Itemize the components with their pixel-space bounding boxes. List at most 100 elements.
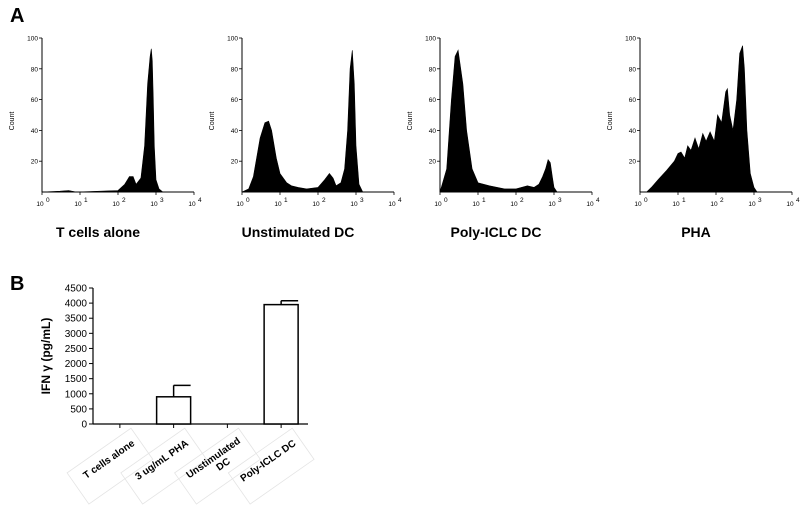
x-tick-exponent: 2 bbox=[720, 197, 724, 204]
x-tick-exponent: 1 bbox=[84, 197, 88, 204]
category-label-group: Poly-ICLC DC bbox=[227, 427, 315, 505]
category-label-group: T cells alone bbox=[66, 427, 154, 505]
y-tick-label: 20 bbox=[629, 159, 637, 166]
x-tick-exponent: 1 bbox=[284, 197, 288, 204]
x-tick-label: 10 bbox=[236, 201, 244, 208]
x-tick-exponent: 3 bbox=[558, 197, 562, 204]
y-tick-label: 40 bbox=[429, 128, 437, 135]
y-axis-label: Count bbox=[607, 112, 614, 131]
histogram-fill bbox=[645, 45, 758, 193]
histogram-2: 20406080100100101102103104CountUnstimula… bbox=[209, 36, 402, 241]
x-tick-exponent: 1 bbox=[482, 197, 486, 204]
category-label-line: Unstimulated bbox=[185, 436, 243, 481]
x-tick-label: 10 bbox=[36, 201, 44, 208]
y-axis-label: Count bbox=[407, 112, 414, 131]
histogram-title: Unstimulated DC bbox=[242, 224, 355, 240]
x-tick-label: 10 bbox=[634, 201, 642, 208]
x-tick-exponent: 0 bbox=[644, 197, 648, 204]
x-tick-exponent: 0 bbox=[444, 197, 448, 204]
x-tick-exponent: 2 bbox=[322, 197, 326, 204]
x-tick-exponent: 2 bbox=[520, 197, 524, 204]
x-tick-label: 10 bbox=[188, 201, 196, 208]
x-tick-label: 10 bbox=[748, 201, 756, 208]
x-tick-label: 10 bbox=[786, 201, 794, 208]
histogram-title: Poly-ICLC DC bbox=[451, 224, 542, 240]
bar-y-axis-label: IFN γ (pg/mL) bbox=[39, 318, 53, 395]
y-tick-label: 100 bbox=[625, 36, 636, 43]
bar-y-tick-label: 2500 bbox=[65, 344, 88, 355]
y-tick-label: 80 bbox=[31, 66, 39, 73]
y-tick-label: 20 bbox=[31, 159, 39, 166]
bar-y-tick-label: 0 bbox=[81, 420, 87, 431]
x-tick-exponent: 4 bbox=[596, 197, 600, 204]
y-tick-label: 100 bbox=[425, 36, 436, 43]
y-tick-label: 80 bbox=[629, 66, 637, 73]
histogram-fill bbox=[241, 50, 364, 193]
x-tick-exponent: 3 bbox=[758, 197, 762, 204]
x-tick-label: 10 bbox=[274, 201, 282, 208]
category-label: T cells alone bbox=[81, 438, 137, 482]
y-tick-label: 40 bbox=[231, 128, 239, 135]
x-tick-label: 10 bbox=[74, 201, 82, 208]
y-axis-label: Count bbox=[9, 112, 16, 131]
category-label-box bbox=[174, 427, 261, 505]
bar-y-tick-label: 500 bbox=[70, 404, 87, 415]
bar-y-tick-label: 2000 bbox=[65, 359, 88, 370]
x-tick-label: 10 bbox=[472, 201, 480, 208]
category-label-group: UnstimulatedDC bbox=[174, 427, 261, 505]
y-tick-label: 60 bbox=[629, 97, 637, 104]
bar-y-tick-label: 4500 bbox=[65, 284, 88, 295]
y-tick-label: 80 bbox=[231, 66, 239, 73]
y-tick-label: 40 bbox=[629, 128, 637, 135]
x-tick-exponent: 0 bbox=[246, 197, 250, 204]
y-tick-label: 100 bbox=[227, 36, 238, 43]
x-tick-exponent: 2 bbox=[122, 197, 126, 204]
x-tick-label: 10 bbox=[586, 201, 594, 208]
bar-y-tick-label: 1500 bbox=[65, 374, 88, 385]
x-tick-exponent: 3 bbox=[360, 197, 364, 204]
category-label: UnstimulatedDC bbox=[185, 436, 250, 490]
y-tick-label: 60 bbox=[429, 97, 437, 104]
bar bbox=[263, 303, 299, 425]
bar-y-tick-label: 4000 bbox=[65, 299, 88, 310]
x-tick-label: 10 bbox=[672, 201, 680, 208]
x-tick-label: 10 bbox=[388, 201, 396, 208]
bar-y-tick-label: 3500 bbox=[65, 314, 88, 325]
y-tick-label: 20 bbox=[429, 159, 437, 166]
histogram-3: 20406080100100101102103104CountPoly-ICLC… bbox=[407, 36, 600, 241]
x-tick-label: 10 bbox=[510, 201, 518, 208]
x-tick-label: 10 bbox=[312, 201, 320, 208]
x-tick-exponent: 1 bbox=[682, 197, 686, 204]
category-label-box bbox=[120, 427, 208, 505]
y-tick-label: 60 bbox=[31, 97, 39, 104]
panel-b-label: B bbox=[10, 273, 24, 295]
y-tick-label: 100 bbox=[27, 36, 38, 43]
bar-chart: 0 500 1000 1500 2000 2500 3000 3500 4000 4500 IFN … bbox=[39, 284, 315, 505]
histogram-fill bbox=[439, 49, 558, 193]
x-tick-exponent: 0 bbox=[46, 197, 50, 204]
x-tick-exponent: 4 bbox=[796, 197, 800, 204]
bar-y-tick-label: 3000 bbox=[65, 329, 88, 340]
histogram-title: PHA bbox=[681, 224, 711, 240]
x-tick-exponent: 4 bbox=[398, 197, 402, 204]
x-tick-exponent: 3 bbox=[160, 197, 164, 204]
bar bbox=[155, 396, 192, 425]
x-tick-label: 10 bbox=[150, 201, 158, 208]
y-tick-label: 60 bbox=[231, 97, 239, 104]
histogram-fill bbox=[41, 48, 164, 193]
x-tick-label: 10 bbox=[350, 201, 358, 208]
bar-y-tick-label: 1000 bbox=[65, 389, 88, 400]
x-tick-label: 10 bbox=[548, 201, 556, 208]
x-tick-label: 10 bbox=[710, 201, 718, 208]
panel-a-label: A bbox=[10, 5, 24, 27]
y-tick-label: 20 bbox=[231, 159, 239, 166]
category-label-box bbox=[66, 427, 154, 505]
histogram-title: T cells alone bbox=[56, 224, 140, 240]
x-tick-label: 10 bbox=[112, 201, 120, 208]
y-tick-label: 80 bbox=[429, 66, 437, 73]
category-label-box bbox=[227, 427, 315, 505]
